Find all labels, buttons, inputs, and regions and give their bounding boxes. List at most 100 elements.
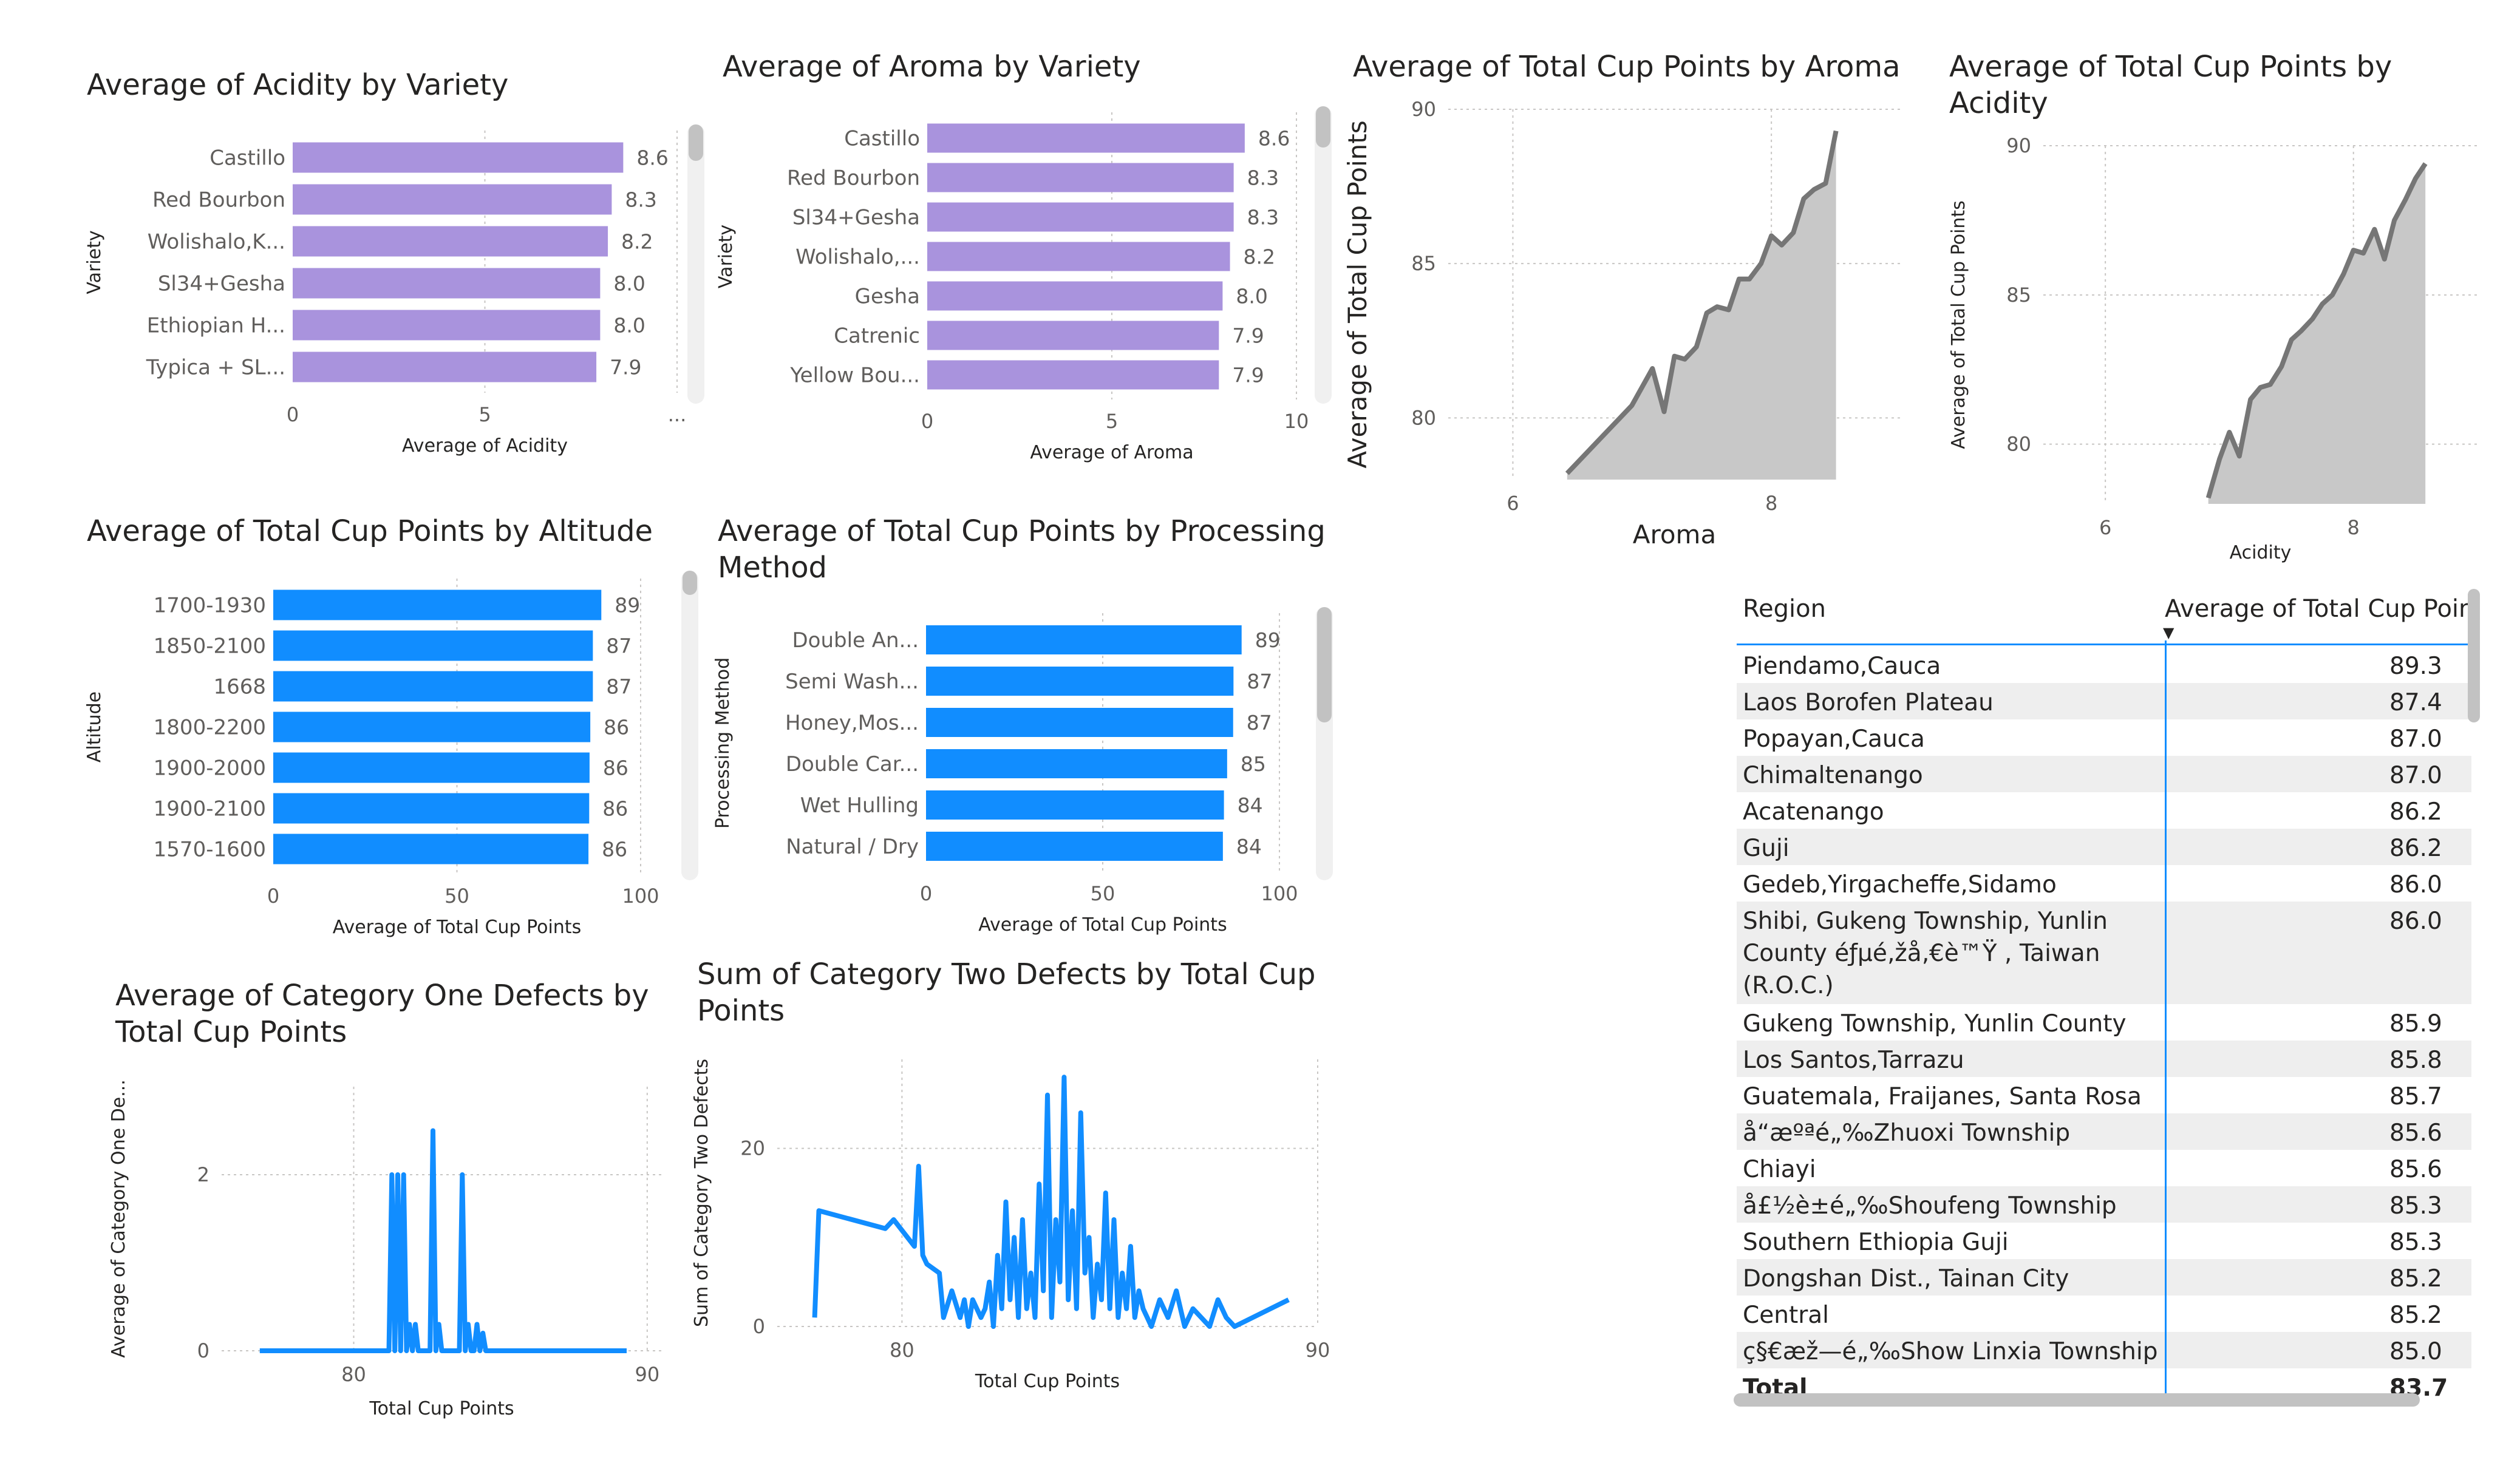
chart-title: Average of Total Cup Points by Acidity bbox=[1949, 50, 2392, 120]
data-label: 87 bbox=[1247, 670, 1272, 693]
scrollbar-thumb[interactable] bbox=[689, 124, 703, 161]
y-tick-label: 85 bbox=[1411, 252, 1436, 275]
table-row[interactable]: ç§€æž—é„‰Show Linxia Township 85.0 bbox=[1737, 1332, 2471, 1368]
bar bbox=[273, 671, 593, 702]
x-tick-label: 8 bbox=[1765, 492, 1777, 515]
category-label: 1800-2200 bbox=[154, 716, 266, 740]
x-tick-label: 0 bbox=[920, 882, 932, 905]
x-axis-title: Total Cup Points bbox=[369, 1398, 514, 1419]
x-axis-title: Aroma bbox=[1633, 520, 1716, 549]
table-header: Region Average of Total Cup Point ▼ bbox=[1737, 577, 2471, 645]
table-vertical-scroll-thumb[interactable] bbox=[2468, 589, 2480, 722]
scrollbar-track[interactable] bbox=[1315, 106, 1332, 404]
table-row[interactable]: Dongshan Dist., Tainan City 85.2 bbox=[1737, 1259, 2471, 1296]
chart-title: Average of Total Cup Points by Aroma bbox=[1353, 50, 1901, 84]
scrollbar-track[interactable] bbox=[687, 124, 704, 404]
x-tick-label: 0 bbox=[287, 403, 299, 426]
category-label: Red Bourbon bbox=[787, 166, 920, 191]
x-axis-title: Average of Total Cup Points bbox=[333, 917, 581, 938]
x-tick-label: 80 bbox=[341, 1363, 366, 1386]
table-row[interactable]: Chiayi 85.6 bbox=[1737, 1150, 2471, 1186]
region-cell: å“æºªé„‰Zhuoxi Township bbox=[1743, 1119, 2071, 1147]
average-cell: 85.8 bbox=[2389, 1047, 2442, 1074]
average-cell: 87.0 bbox=[2389, 762, 2442, 789]
bar bbox=[926, 790, 1224, 820]
table-row[interactable]: Piendamo,Cauca 89.3 bbox=[1737, 647, 2471, 683]
category-label: 1668 bbox=[213, 675, 266, 699]
scrollbar-thumb[interactable] bbox=[1316, 106, 1330, 148]
x-tick-label: 10 bbox=[1284, 410, 1309, 433]
category-label: 1900-2100 bbox=[154, 797, 266, 821]
category-label: Catrenic bbox=[834, 324, 920, 348]
region-cell: Piendamo,Cauca bbox=[1743, 653, 1941, 680]
bar bbox=[926, 749, 1227, 778]
category-label: Double An... bbox=[792, 628, 919, 653]
data-label: 87 bbox=[606, 675, 632, 699]
data-label: 8.6 bbox=[636, 146, 668, 170]
category-label: Gesha bbox=[855, 285, 920, 309]
average-cell: 85.2 bbox=[2389, 1265, 2442, 1292]
x-axis-title: Average of Aroma bbox=[1030, 442, 1193, 463]
table-row[interactable]: å£½è±é„‰Shoufeng Township 85.3 bbox=[1737, 1186, 2471, 1223]
scrollbar-thumb[interactable] bbox=[683, 571, 697, 595]
bar bbox=[927, 321, 1219, 350]
data-label: 86 bbox=[604, 716, 629, 739]
column-header-region[interactable]: Region bbox=[1743, 595, 1826, 623]
table-row[interactable]: Gedeb,Yirgacheffe,Sidamo 86.0 bbox=[1737, 865, 2471, 902]
y-tick-label: 90 bbox=[2006, 134, 2031, 157]
average-cell: 85.9 bbox=[2389, 1010, 2442, 1038]
y-tick-label: 0 bbox=[197, 1339, 209, 1362]
scrollbar-thumb[interactable] bbox=[1317, 607, 1332, 722]
data-label: 89 bbox=[615, 594, 640, 617]
average-cell: 85.6 bbox=[2389, 1156, 2442, 1183]
x-tick-label: 50 bbox=[444, 885, 469, 908]
category-label: Castillo bbox=[209, 146, 285, 171]
category-label: Typica + SL... bbox=[146, 356, 285, 380]
table-row[interactable]: Guji 86.2 bbox=[1737, 829, 2471, 865]
y-tick-label: 20 bbox=[740, 1137, 765, 1160]
bar bbox=[293, 352, 597, 382]
category-label: 1900-2000 bbox=[154, 756, 266, 781]
region-cell: Gukeng Township, Yunlin County bbox=[1743, 1010, 2127, 1038]
x-tick-label: 100 bbox=[622, 885, 659, 908]
data-label: 7.9 bbox=[1232, 364, 1264, 387]
bar bbox=[273, 630, 593, 661]
sort-desc-icon[interactable]: ▼ bbox=[2163, 624, 2174, 641]
region-cell: Chiayi bbox=[1743, 1156, 1816, 1183]
region-cell: Popayan,Cauca bbox=[1743, 725, 1925, 753]
table-row[interactable]: Guatemala, Fraijanes, Santa Rosa 85.7 bbox=[1737, 1077, 2471, 1113]
x-axis-title: Total Cup Points bbox=[975, 1371, 1120, 1392]
bar bbox=[293, 268, 601, 299]
bar bbox=[926, 625, 1242, 654]
chart-title: Average of Total Cup Points by Altitude bbox=[87, 514, 653, 548]
bar bbox=[927, 123, 1245, 153]
table-row[interactable]: Los Santos,Tarrazu 85.8 bbox=[1737, 1041, 2471, 1077]
column-separator bbox=[2165, 640, 2167, 1401]
table-horizontal-scroll-thumb[interactable] bbox=[1734, 1393, 2420, 1407]
table-row[interactable]: Southern Ethiopia Guji 85.3 bbox=[1737, 1223, 2471, 1259]
data-label: 8.2 bbox=[621, 230, 653, 254]
table-row[interactable]: å“æºªé„‰Zhuoxi Township 85.6 bbox=[1737, 1113, 2471, 1150]
table-row[interactable]: Chimaltenango 87.0 bbox=[1737, 756, 2471, 792]
table-row[interactable]: Shibi, Gukeng Township, Yunlin County éƒ… bbox=[1737, 902, 2471, 1004]
bar bbox=[293, 184, 612, 215]
data-label: 89 bbox=[1255, 628, 1281, 652]
table-row[interactable]: Acatenango 86.2 bbox=[1737, 792, 2471, 829]
table-row[interactable]: Popayan,Cauca 87.0 bbox=[1737, 719, 2471, 756]
area-fill bbox=[2208, 163, 2426, 504]
scrollbar-track[interactable] bbox=[681, 571, 698, 880]
column-header-average[interactable]: Average of Total Cup Point bbox=[2165, 595, 2471, 623]
table-row[interactable]: Gukeng Township, Yunlin County 85.9 bbox=[1737, 1004, 2471, 1041]
cat1-defects-panel: Average of Category One Defects by Total… bbox=[0, 947, 692, 1457]
table-row[interactable]: Laos Borofen Plateau 87.4 bbox=[1737, 683, 2471, 719]
data-label: 8.2 bbox=[1244, 245, 1275, 269]
data-label: 85 bbox=[1241, 752, 1266, 776]
bar bbox=[926, 832, 1223, 861]
category-label: Castillo bbox=[844, 127, 920, 151]
y-tick-label: 80 bbox=[1411, 406, 1436, 429]
tcp-by-aroma-panel: Average of Total Cup Points by Aroma 80 8… bbox=[1336, 0, 1943, 571]
table-row[interactable]: Central 85.2 bbox=[1737, 1296, 2471, 1332]
region-cell: Chimaltenango bbox=[1743, 762, 1923, 789]
category-label: Red Bourbon bbox=[152, 188, 285, 212]
tcp-by-altitude-panel: Average of Total Cup Points by Altitude … bbox=[0, 486, 704, 959]
